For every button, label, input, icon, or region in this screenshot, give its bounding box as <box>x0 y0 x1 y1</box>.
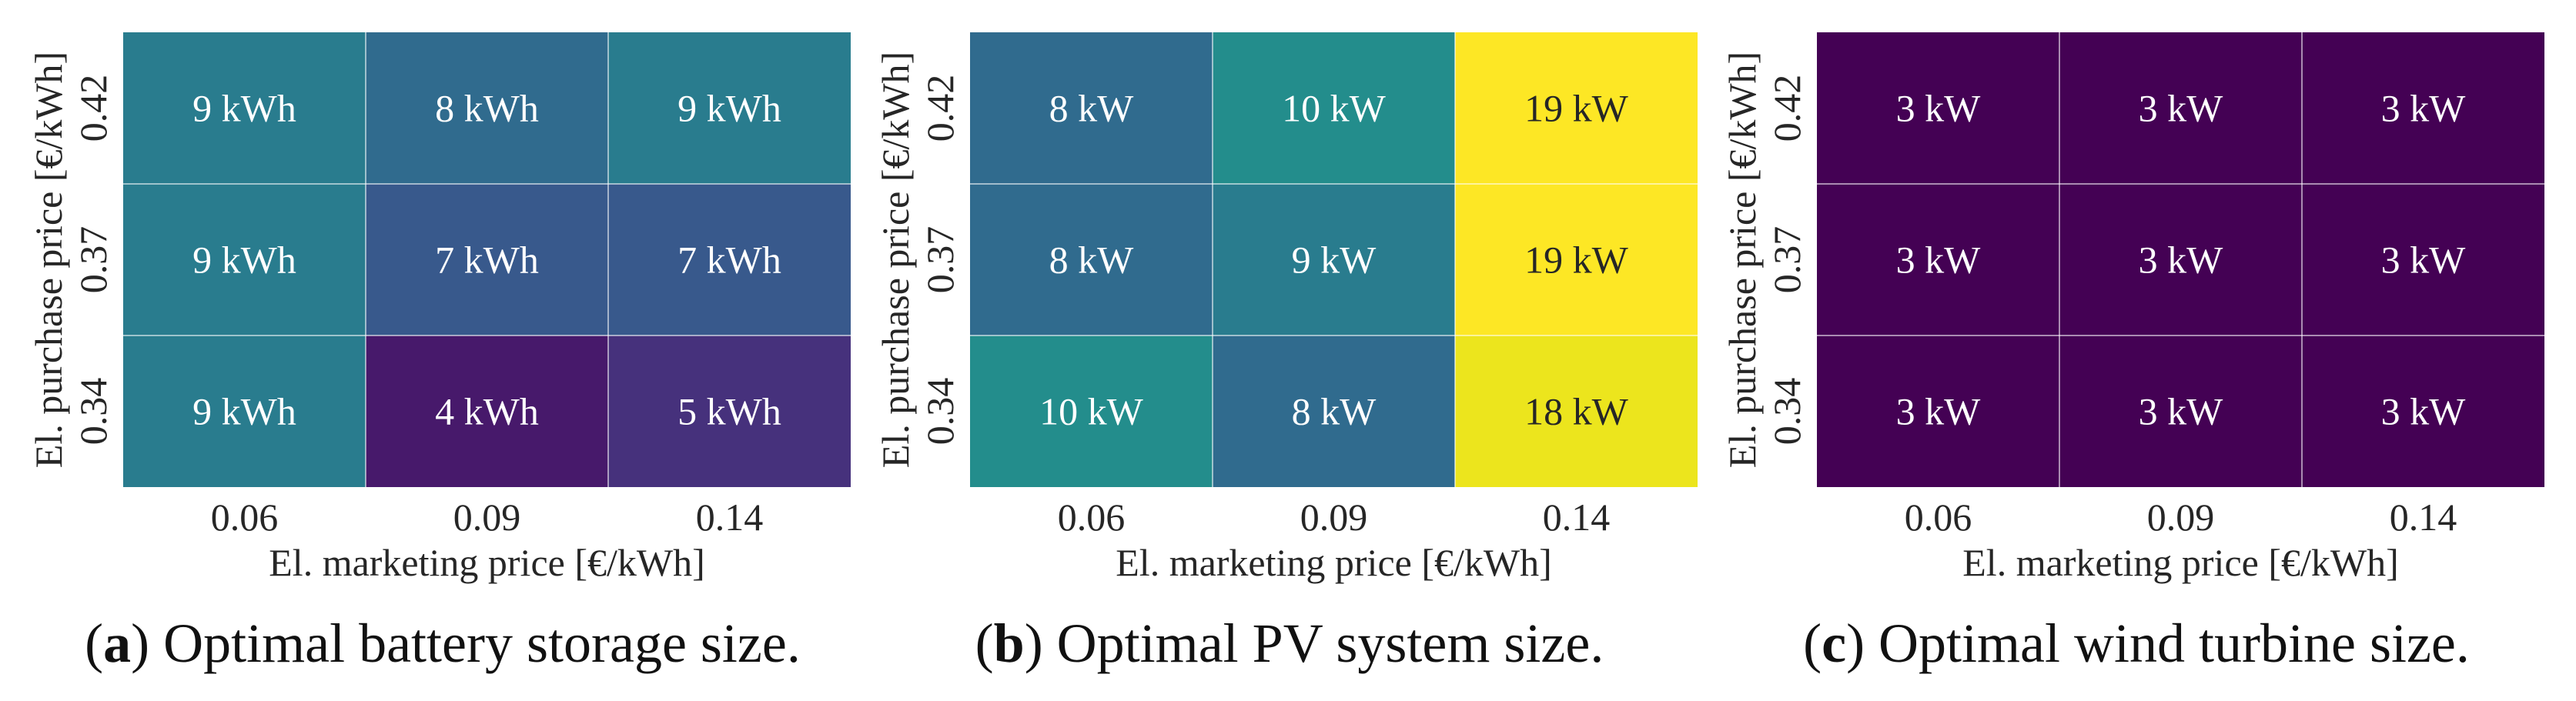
panel-b-cell-label: 10 kW <box>1282 87 1387 130</box>
panel-b-y-tick-label: 0.42 <box>918 75 962 142</box>
panel-a-cell-label: 9 kWh <box>677 87 781 130</box>
panel-c-cell <box>2302 184 2544 335</box>
panel-c-cell <box>2059 32 2302 184</box>
panel-a-cell <box>123 335 366 487</box>
panel-b-cell-label: 19 kW <box>1524 87 1629 130</box>
panel-c-cell <box>2059 335 2302 487</box>
panel-b-cell-label: 9 kW <box>1292 239 1377 282</box>
panel-c-x-tick-label: 0.06 <box>1905 496 1972 539</box>
panel-b-cell-label: 8 kW <box>1049 87 1135 130</box>
panel-a-y-axis-label: El. purchase price [€/kWh] <box>27 52 70 468</box>
panel-a-x-axis-label: El. marketing price [€/kWh] <box>269 541 704 584</box>
panel-c-cell-label: 3 kW <box>2139 239 2224 282</box>
panel-c-cell <box>1817 184 2059 335</box>
panel-c-cell <box>2059 184 2302 335</box>
panel-a-y-tick-label: 0.34 <box>72 378 115 446</box>
panel-a-cell <box>366 32 608 184</box>
panel-b-cell-label: 19 kW <box>1524 239 1629 282</box>
panel-c-cell <box>1817 32 2059 184</box>
panel-a-cell <box>123 184 366 335</box>
panel-b-cell <box>1455 335 1698 487</box>
panel-a-cell <box>123 32 366 184</box>
panel-c-cell-label: 3 kW <box>2381 87 2467 130</box>
panel-b-cell-label: 8 kW <box>1049 239 1135 282</box>
panel-a-cell <box>608 335 851 487</box>
panel-a-cell-label: 5 kWh <box>677 390 781 433</box>
panel-c-cell-label: 3 kW <box>1896 239 1982 282</box>
panel-c-cell <box>1817 335 2059 487</box>
panel-b-caption: (b) Optimal PV system size. <box>975 613 1604 674</box>
panel-c-y-tick-label: 0.42 <box>1765 75 1808 142</box>
panel-a-cell <box>608 184 851 335</box>
panel-a-caption: (a) Optimal battery storage size. <box>85 613 801 674</box>
panel-b-cell <box>970 32 1213 184</box>
panel-c-caption: (c) Optimal wind turbine size. <box>1803 613 2470 674</box>
panel-a-x-tick-label: 0.09 <box>453 496 521 539</box>
panel-c-cell-label: 3 kW <box>2381 239 2467 282</box>
panel-a-x-tick-label: 0.14 <box>696 496 764 539</box>
panel-a-cell <box>366 335 608 487</box>
panel-a-cell-label: 9 kWh <box>192 390 296 433</box>
panel-b-cell <box>1455 32 1698 184</box>
panel-a-cell <box>366 184 608 335</box>
panel-c-cell <box>2302 32 2544 184</box>
panel-b-cell <box>1213 184 1455 335</box>
panel-c-cell-label: 3 kW <box>2139 87 2224 130</box>
panel-c-y-tick-label: 0.34 <box>1765 378 1808 446</box>
panel-b-y-tick-label: 0.34 <box>918 378 962 446</box>
panel-b-x-tick-label: 0.06 <box>1058 496 1126 539</box>
panel-a-cell-label: 7 kWh <box>677 239 781 282</box>
panel-c-y-axis-label: El. purchase price [€/kWh] <box>1721 52 1764 468</box>
panel-b-cell-label: 18 kW <box>1524 390 1629 433</box>
panel-a-cell-label: 9 kWh <box>192 239 296 282</box>
panel-b-cell <box>970 184 1213 335</box>
panel-b-cell <box>1213 32 1455 184</box>
panel-b-cell-label: 10 kW <box>1039 390 1144 433</box>
panel-a-y-tick-label: 0.42 <box>72 75 115 142</box>
panel-a-cell-label: 8 kWh <box>435 87 539 130</box>
panel-b-cell-label: 8 kW <box>1292 390 1377 433</box>
panel-c-cell-label: 3 kW <box>2381 390 2467 433</box>
panel-c-x-axis-label: El. marketing price [€/kWh] <box>1962 541 2398 584</box>
panel-c-cell <box>2302 335 2544 487</box>
panel-b-y-tick-label: 0.37 <box>918 226 962 294</box>
panel-a-x-tick-label: 0.06 <box>211 496 279 539</box>
panel-c-cell-label: 3 kW <box>1896 87 1982 130</box>
panel-b-y-axis-label: El. purchase price [€/kWh] <box>874 52 917 468</box>
panel-c-x-tick-label: 0.14 <box>2390 496 2457 539</box>
panel-b-cell <box>1455 184 1698 335</box>
panel-c-cell-label: 3 kW <box>2139 390 2224 433</box>
panel-a-cell <box>608 32 851 184</box>
panel-a-y-tick-label: 0.37 <box>72 226 115 294</box>
panel-a-cell-label: 7 kWh <box>435 239 539 282</box>
panel-c-y-tick-label: 0.37 <box>1765 226 1808 294</box>
panel-a-cell-label: 9 kWh <box>192 87 296 130</box>
panel-b-x-axis-label: El. marketing price [€/kWh] <box>1116 541 1551 584</box>
panel-b-x-tick-label: 0.14 <box>1543 496 1611 539</box>
panel-c-x-tick-label: 0.09 <box>2147 496 2215 539</box>
panel-b-x-tick-label: 0.09 <box>1300 496 1368 539</box>
panel-a-cell-label: 4 kWh <box>435 390 539 433</box>
panel-c-cell-label: 3 kW <box>1896 390 1982 433</box>
panel-b-cell <box>1213 335 1455 487</box>
panel-b-cell <box>970 335 1213 487</box>
